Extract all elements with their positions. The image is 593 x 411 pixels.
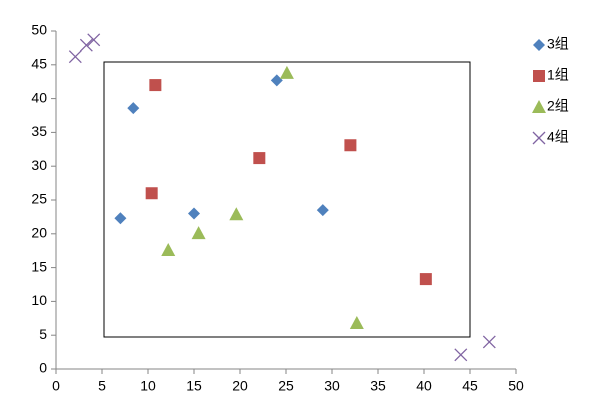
drawn-rectangle — [103, 61, 471, 338]
point — [127, 102, 140, 115]
legend-marker — [532, 100, 546, 113]
x-tick-label: 30 — [324, 378, 340, 394]
y-tick-label: 0 — [39, 360, 47, 376]
x-tick-label: 5 — [98, 378, 106, 394]
legend-marker — [533, 39, 545, 51]
x-tick-label: 50 — [508, 378, 524, 394]
point — [191, 226, 206, 240]
y-tick-label: 10 — [31, 292, 47, 308]
point — [87, 33, 101, 47]
x-tick-label: 25 — [278, 378, 294, 394]
point — [149, 79, 162, 92]
point — [229, 207, 244, 221]
point — [253, 152, 266, 165]
point — [270, 74, 283, 87]
legend-label: 3组 — [547, 36, 569, 52]
y-tick-label: 5 — [39, 326, 47, 342]
y-tick-label: 35 — [31, 123, 47, 139]
x-tick-label: 15 — [186, 378, 202, 394]
point — [279, 65, 294, 79]
x-tick-label: 40 — [416, 378, 432, 394]
legend-marker — [533, 70, 545, 82]
x-tick-label: 35 — [370, 378, 386, 394]
point — [349, 316, 364, 330]
point — [316, 204, 329, 217]
point — [161, 243, 176, 257]
point — [419, 273, 432, 286]
point — [454, 348, 468, 362]
y-tick-label: 25 — [31, 191, 47, 207]
x-tick-label: 10 — [140, 378, 156, 394]
point — [145, 187, 158, 200]
point — [114, 212, 127, 225]
y-tick-label: 45 — [31, 56, 47, 72]
y-tick-label: 30 — [31, 157, 47, 173]
legend-label: 1组 — [547, 67, 569, 83]
point — [482, 335, 496, 349]
y-tick-label: 50 — [31, 22, 47, 38]
y-tick-label: 40 — [31, 89, 47, 105]
legend-marker — [532, 131, 546, 145]
legend-label: 4组 — [547, 129, 569, 145]
legend-label: 2组 — [547, 98, 569, 114]
point — [79, 38, 93, 52]
x-tick-label: 20 — [232, 378, 248, 394]
y-tick-label: 20 — [31, 225, 47, 241]
y-tick-label: 15 — [31, 258, 47, 274]
x-tick-label: 45 — [462, 378, 478, 394]
point — [188, 207, 200, 220]
x-tick-label: 0 — [52, 378, 60, 394]
point — [68, 50, 82, 64]
point — [344, 139, 357, 152]
